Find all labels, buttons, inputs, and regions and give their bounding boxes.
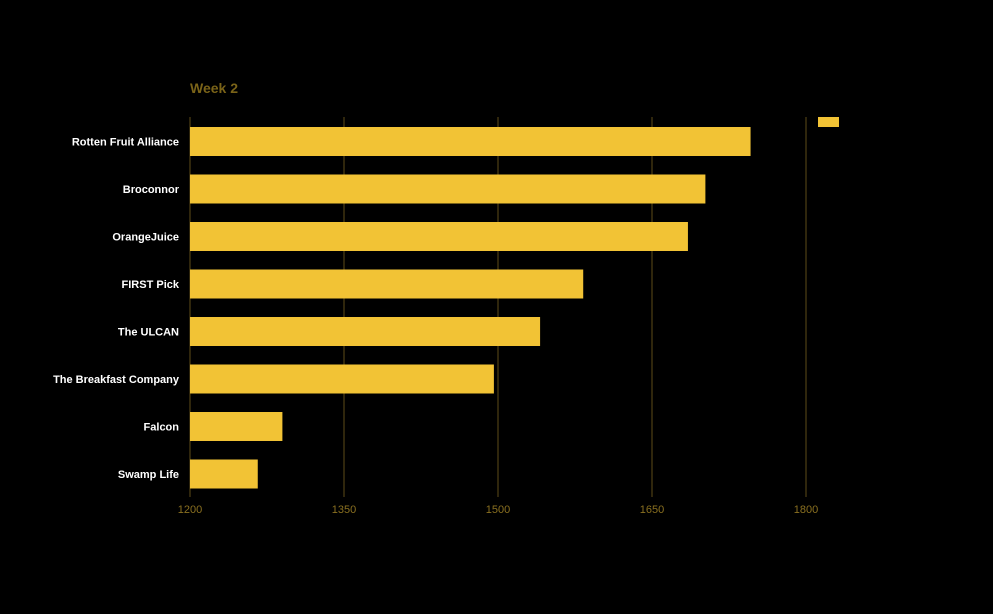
x-tick-label: 1200 — [178, 504, 202, 516]
category-label: Rotten Fruit Alliance — [72, 137, 179, 149]
category-labels: Rotten Fruit Alliance Broconnor OrangeJuic… — [53, 137, 180, 482]
category-label: Broconnor — [123, 184, 180, 196]
bar — [190, 459, 258, 489]
category-label: The Breakfast Company — [53, 374, 180, 386]
bar — [190, 364, 494, 394]
bars — [190, 127, 751, 489]
x-tick-label: 1350 — [332, 504, 356, 516]
bar — [190, 127, 751, 156]
category-label: Swamp Life — [118, 469, 179, 481]
x-tick-label: 1500 — [486, 504, 510, 516]
x-tick-label: 1650 — [640, 504, 664, 516]
legend-swatch — [818, 117, 839, 127]
category-label: OrangeJuice — [112, 232, 179, 244]
category-label: FIRST Pick — [122, 279, 180, 291]
x-axis-ticks: 1200 1350 1500 1650 1800 — [178, 504, 818, 516]
x-tick-label: 1800 — [794, 504, 818, 516]
bar — [190, 412, 283, 441]
bar — [190, 269, 584, 299]
bar — [190, 222, 688, 251]
category-label: Falcon — [144, 422, 180, 434]
bar — [190, 317, 541, 346]
category-label: The ULCAN — [118, 327, 179, 339]
chart-title: Week 2 — [190, 80, 238, 96]
bar — [190, 174, 706, 204]
